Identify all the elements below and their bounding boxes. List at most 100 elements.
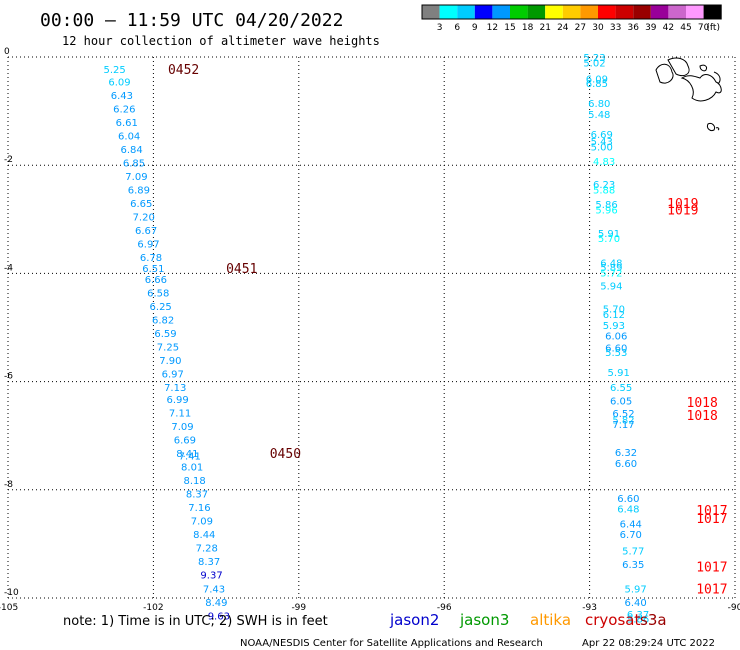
- swh-point: 6.40: [625, 598, 647, 609]
- swh-point: 8.49: [205, 598, 227, 609]
- swh-point: 6.58: [147, 288, 169, 299]
- legend-swatch: [598, 5, 616, 19]
- y-tick-label: -4: [4, 263, 13, 273]
- swh-point: 6.65: [130, 199, 152, 210]
- swh-point: 6.70: [620, 530, 642, 541]
- legend-label: 24: [557, 23, 569, 33]
- swh-point: 6.51: [142, 264, 164, 275]
- pass-time-label: 0450: [270, 447, 301, 462]
- legend-label: 70: [698, 23, 710, 33]
- x-tick-label: -90: [728, 603, 740, 613]
- legend-swatch: [686, 5, 704, 19]
- swh-point: 7.17: [612, 420, 634, 431]
- swh-point: 6.32: [615, 448, 637, 459]
- swh-point: 7.11: [169, 408, 191, 419]
- swh-point: 6.05: [610, 397, 632, 408]
- x-tick-label: -96: [437, 603, 452, 613]
- legend-label: 15: [504, 23, 515, 33]
- swh-point: 5.02: [583, 58, 605, 69]
- legend-unit: (ft): [706, 23, 720, 33]
- swh-point: 6.12: [603, 310, 625, 321]
- swh-point: 5.53: [605, 348, 627, 359]
- x-tick-label: -99: [291, 603, 306, 613]
- y-tick-label: -6: [4, 372, 13, 382]
- swh-point: 5.48: [588, 110, 610, 121]
- swh-point: 6.09: [586, 75, 608, 86]
- swh-point: 6.35: [622, 560, 644, 571]
- satellite-jason2: jason2: [389, 611, 439, 629]
- y-tick-label: -2: [4, 155, 13, 165]
- satellite-s3a: s3a: [640, 611, 667, 629]
- x-tick-label: -105: [0, 603, 18, 613]
- swh-point: 8.44: [193, 530, 215, 541]
- chart-title: 00:00 — 11:59 UTC 04/20/2022: [40, 10, 343, 31]
- swh-point: 6.85: [586, 79, 608, 90]
- pass-time-label: 1018: [687, 409, 718, 424]
- pass-time-label: 0451: [226, 262, 257, 277]
- legend-label: 9: [472, 23, 478, 33]
- swh-point: 8.41: [176, 449, 198, 460]
- swh-point: 6.60: [605, 344, 627, 355]
- swh-point: 5.23: [583, 53, 605, 64]
- swh-point: 7.09: [171, 422, 193, 433]
- swh-point: 5.96: [595, 206, 617, 217]
- swh-point: 5.93: [603, 321, 625, 332]
- swh-point: 5.70: [598, 234, 620, 245]
- pass-time-label: 1018: [687, 396, 718, 411]
- wave-height-points: 5.256.096.436.266.616.046.846.857.096.89…: [103, 53, 649, 626]
- legend-swatch: [492, 5, 510, 19]
- satellite-jason3: jason3: [459, 611, 509, 629]
- color-legend: 3 6 9 12 15 18 21 24 27 30 33 36 39 42 45 70(ft): [421, 4, 722, 33]
- legend-label: 33: [610, 23, 621, 33]
- swh-point: 5.86: [595, 200, 617, 211]
- swh-point: 6.78: [140, 253, 162, 264]
- legend-swatch: [615, 5, 634, 19]
- swh-point: 6.67: [135, 226, 157, 237]
- swh-point: 7.28: [196, 544, 218, 555]
- swh-point: 8.37: [198, 557, 220, 568]
- swh-point: 7.20: [133, 213, 155, 224]
- swh-point: 5.43: [591, 137, 613, 148]
- swh-point: 7.09: [191, 517, 213, 528]
- pass-time-label: 1019: [667, 197, 698, 212]
- swh-point: 7.25: [157, 342, 179, 353]
- swh-point: 6.60: [617, 494, 639, 505]
- legend-label: 6: [454, 23, 460, 33]
- legend-label: 36: [627, 23, 639, 33]
- swh-point: 8.01: [181, 463, 203, 474]
- legend-label: 45: [680, 23, 691, 33]
- legend-swatch: [527, 5, 546, 19]
- satellite-legend: jason2 jason3 altika cryosat s3a: [389, 611, 667, 629]
- swh-point: 5.77: [622, 546, 644, 557]
- legend-swatch: [545, 5, 563, 19]
- swh-point: 7.13: [164, 383, 186, 394]
- legend-swatch: [580, 5, 598, 19]
- swh-point: 6.84: [120, 145, 142, 156]
- chart-subtitle: 12 hour collection of altimeter wave hei…: [62, 34, 380, 48]
- swh-point: 7.90: [159, 356, 181, 367]
- swh-point: 5.25: [103, 65, 125, 76]
- swh-point: 9.63: [208, 611, 230, 622]
- galapagos-coastline: [655, 57, 722, 131]
- swh-point: 6.44: [620, 519, 642, 530]
- swh-point: 5.89: [600, 263, 622, 274]
- swh-point: 5.91: [598, 229, 620, 240]
- legend-frame: [421, 4, 722, 20]
- swh-point: 6.09: [108, 77, 130, 88]
- legend-swatch: [562, 5, 581, 19]
- satellite-altika: altika: [530, 611, 571, 629]
- footer-credit: NOAA/NESDIS Center for Satellite Applica…: [240, 638, 543, 649]
- x-tick-label: -102: [143, 603, 163, 613]
- legend-swatch: [633, 5, 651, 19]
- swh-point: 6.37: [627, 610, 649, 621]
- legend-label: 27: [575, 23, 586, 33]
- swh-point: 6.48: [617, 505, 639, 516]
- legend-swatch: [650, 5, 669, 19]
- swh-point: 9.37: [200, 571, 222, 582]
- swh-point: 5.91: [608, 368, 630, 379]
- legend-swatch: [439, 5, 458, 19]
- legend-swatch: [510, 5, 528, 19]
- swh-point: 8.18: [183, 476, 205, 487]
- swh-point: 6.69: [174, 435, 196, 446]
